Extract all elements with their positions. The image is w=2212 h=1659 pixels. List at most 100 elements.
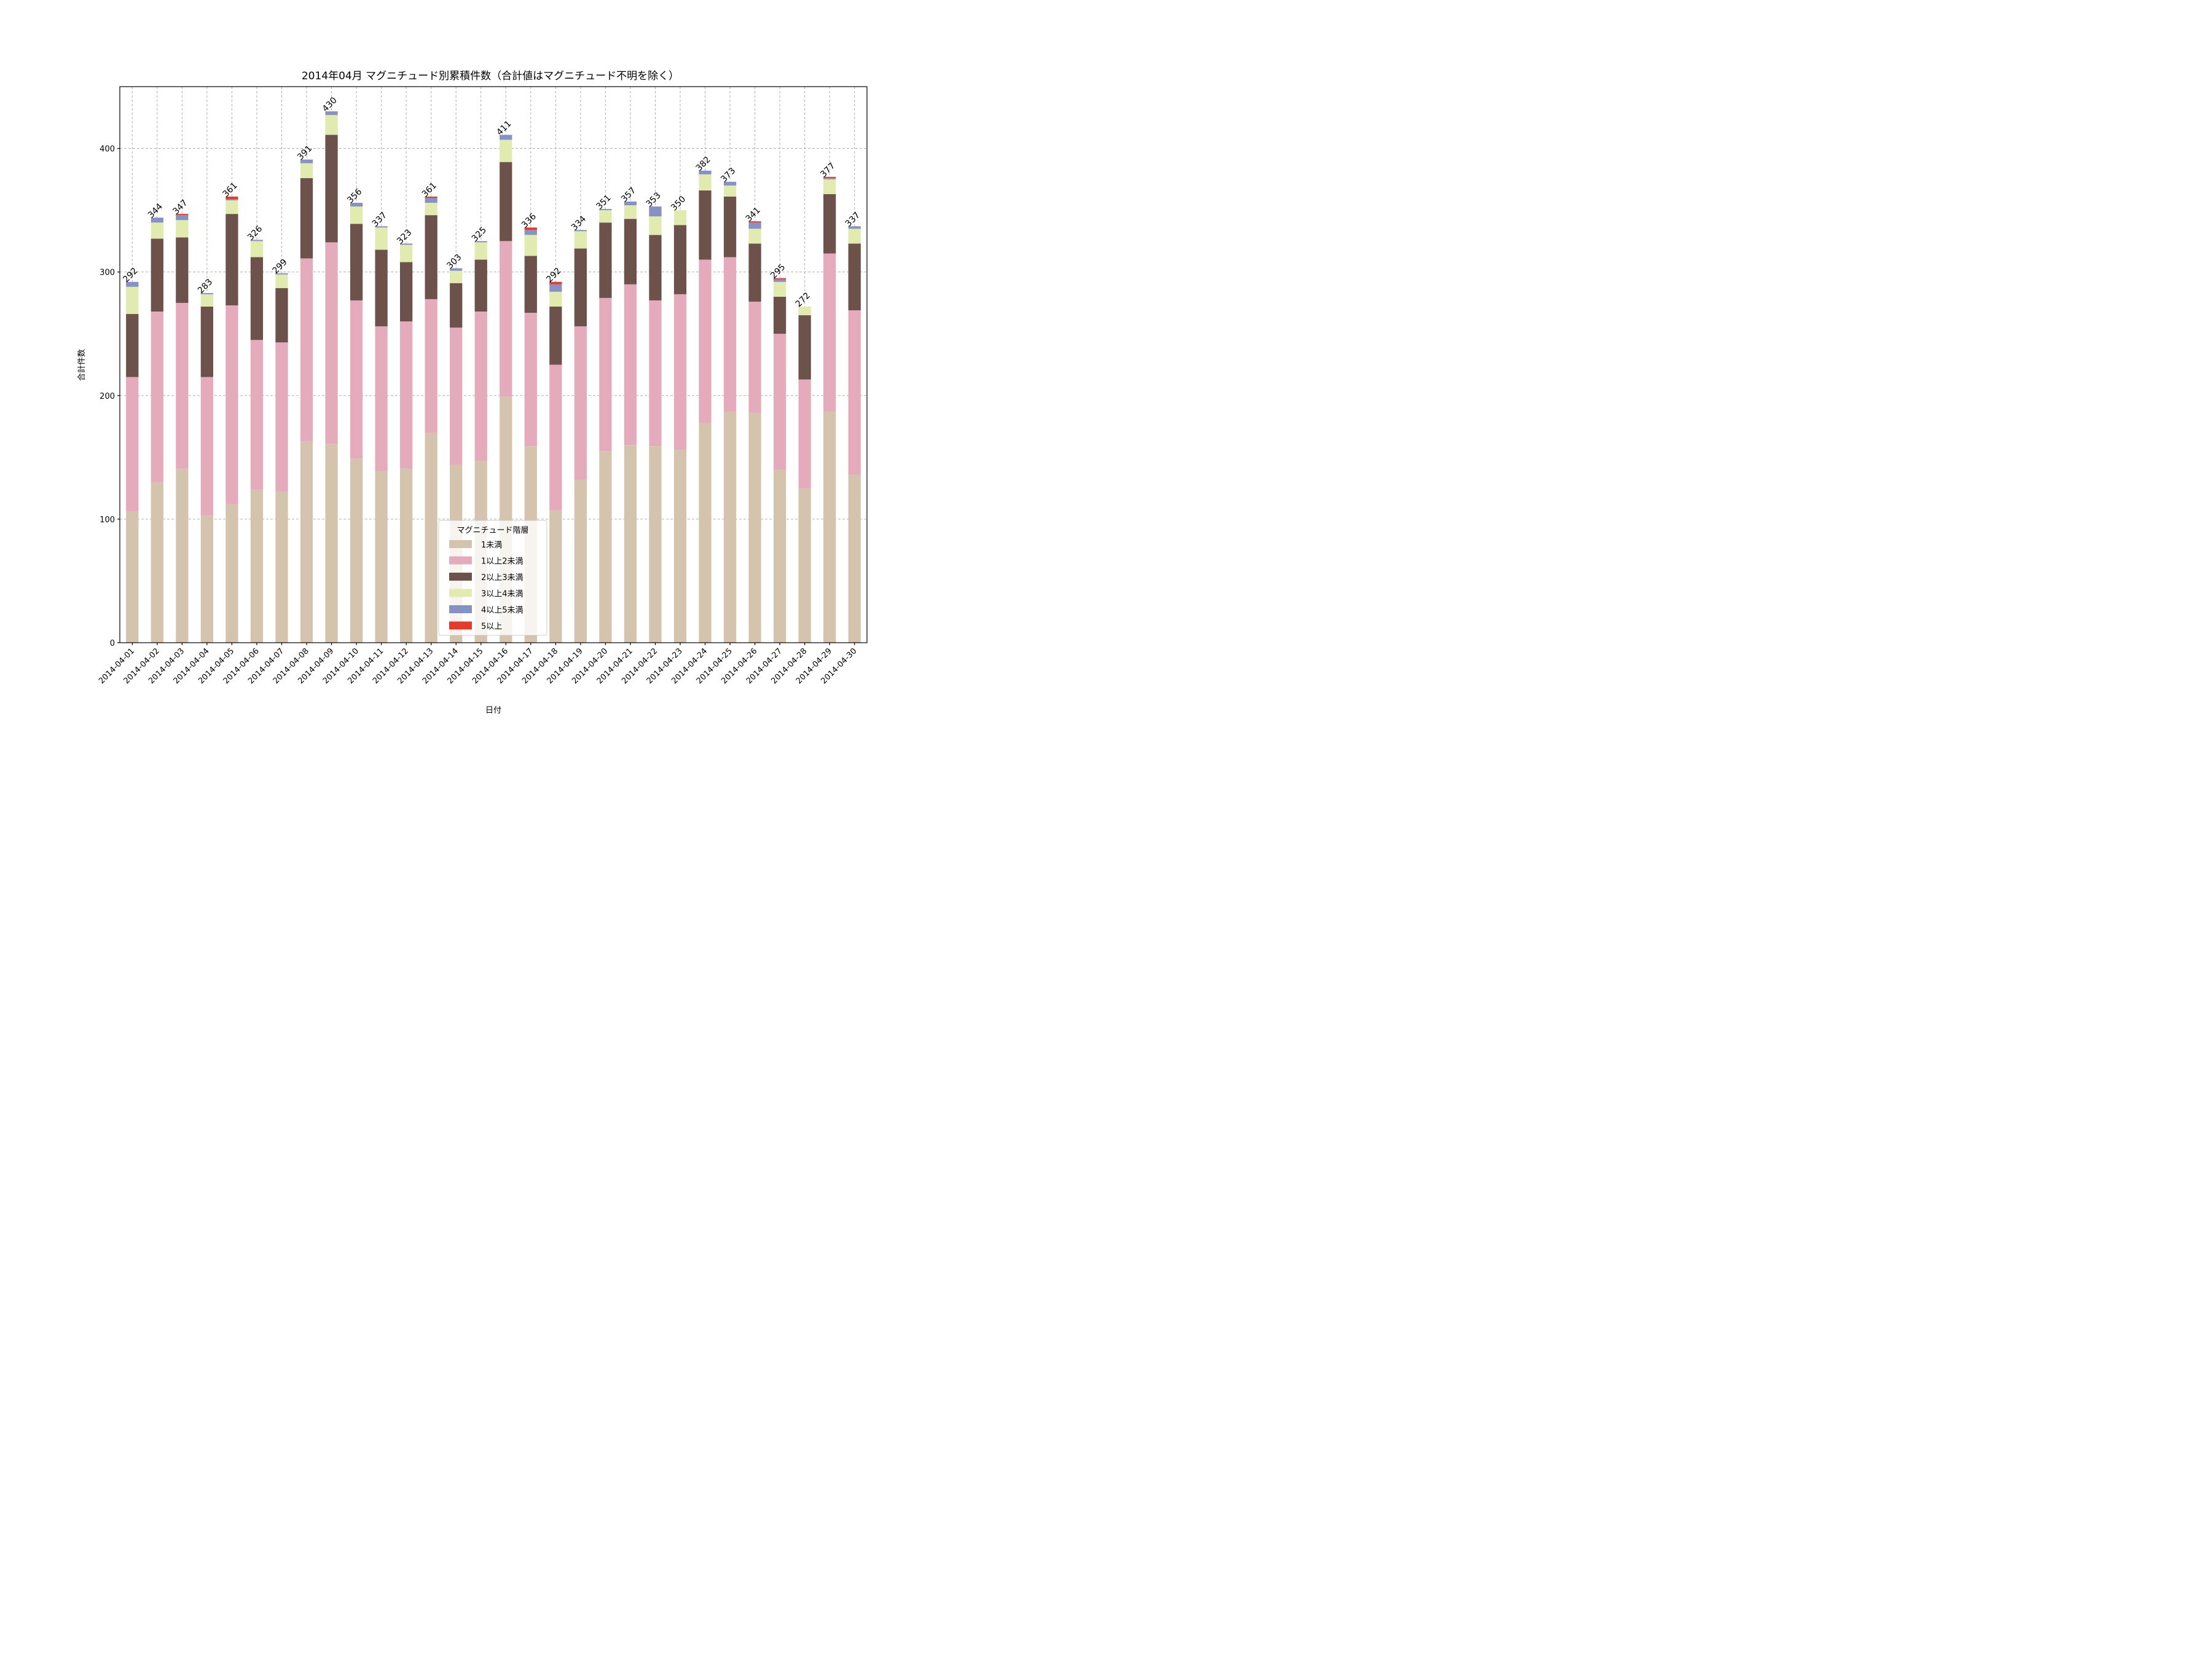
y-tick-label: 300 [100,269,115,278]
bar-segment [300,159,313,163]
bar-segment [599,210,612,223]
total-label: 356 [345,187,364,205]
total-label: 326 [246,224,264,242]
legend-label: 3以上4未満 [481,590,524,599]
legend-swatch [449,621,472,630]
bar-segment [275,342,288,492]
bar-segment [774,278,786,280]
bar-segment [798,306,811,316]
legend-swatch [449,605,472,613]
bar-segment [673,294,687,450]
bar-segment [848,226,861,229]
legend-title: マグニチュード階層 [457,526,528,535]
y-tick-label: 400 [100,145,115,154]
bar-segment [524,313,537,447]
y-tick-label: 200 [100,392,115,401]
total-label: 377 [818,161,837,179]
bar-segment [450,268,463,271]
bar-segment [549,510,562,643]
total-label: 303 [445,253,463,271]
bar-segment [624,445,637,643]
bar-segment [524,235,537,256]
bar-segment [176,215,189,221]
bar-segment [649,216,662,235]
bar-segment [250,241,264,257]
bar-segment [748,243,761,302]
bar-segment [673,210,687,226]
legend-swatch [449,556,472,565]
bar-segment [226,199,238,201]
total-label: 272 [794,291,812,309]
stacked-bar-chart: 2014年04月 マグニチュード別累積件数（合計値はマグニチュード不明を除く） … [77,70,868,714]
bar-segment [250,257,264,340]
bar-segment [450,270,463,283]
bar-segment [350,224,363,300]
total-label: 357 [619,186,638,204]
bar-segment [400,262,413,322]
bar-segment [375,249,388,327]
total-label: 323 [395,227,414,246]
bar-segment [226,305,238,504]
bar-segment [774,281,786,297]
bar-segment [524,256,537,313]
bar-segment [748,229,761,244]
bar-segment [375,226,388,228]
bar-segment [250,340,264,490]
bar-segment [774,296,786,334]
bar-segment [474,242,487,260]
bar-segment [798,379,811,488]
bar-segment [176,237,189,303]
bar-segment [549,281,562,284]
bar-segment [375,471,388,643]
bar-segment [250,240,264,241]
bar-segment [350,203,363,207]
bar-segment [300,441,313,643]
bar-segment [325,444,338,643]
bar-segment [325,115,338,135]
total-label: 361 [221,181,239,199]
bar-segment [500,162,512,241]
bar-segment [699,423,712,643]
y-axis: 0 100 200 300 400 [100,145,120,648]
bar-segment [350,300,363,459]
bar-segment [624,219,637,284]
bar-segment [151,482,163,643]
bar-segment [673,450,687,643]
bar-segment [574,231,587,249]
bar-segment [848,243,861,311]
y-tick-label: 100 [100,516,115,525]
bar-segment [574,479,587,643]
bar-segment [823,176,836,178]
bar-segment [500,139,512,162]
bar-segment [723,185,737,197]
total-label: 361 [420,181,439,199]
bar-segment [823,411,836,643]
legend-items: 1未満 1以上2未満 2以上3未満 3以上4未満 4以上5未満 5以上 [449,540,524,632]
total-label: 292 [121,266,139,284]
bar-segment [500,241,512,397]
bar-segment [250,489,264,643]
bar-segment [151,312,163,482]
bar-segment [226,214,238,305]
bar-segment [350,206,363,224]
bar-segment [400,243,413,245]
total-label: 336 [520,211,538,230]
bar-segment [699,190,712,260]
bar-segment [599,297,612,452]
bar-segment [549,364,562,511]
bar-segment [599,209,612,211]
plot-frame [119,86,868,643]
legend-label: 5以上 [481,622,502,632]
bar-segment [425,196,437,198]
bar-segment [450,327,463,465]
bar-segment [450,283,463,328]
bar-segment [549,306,562,365]
bar-segment [275,492,288,643]
legend-swatch [449,589,472,597]
total-label: 344 [146,202,165,220]
total-label: 337 [371,210,389,229]
bar-segment [574,230,587,232]
total-label: 334 [570,214,588,232]
legend-label: 2以上3未満 [481,573,524,582]
bar-segment [798,488,811,643]
